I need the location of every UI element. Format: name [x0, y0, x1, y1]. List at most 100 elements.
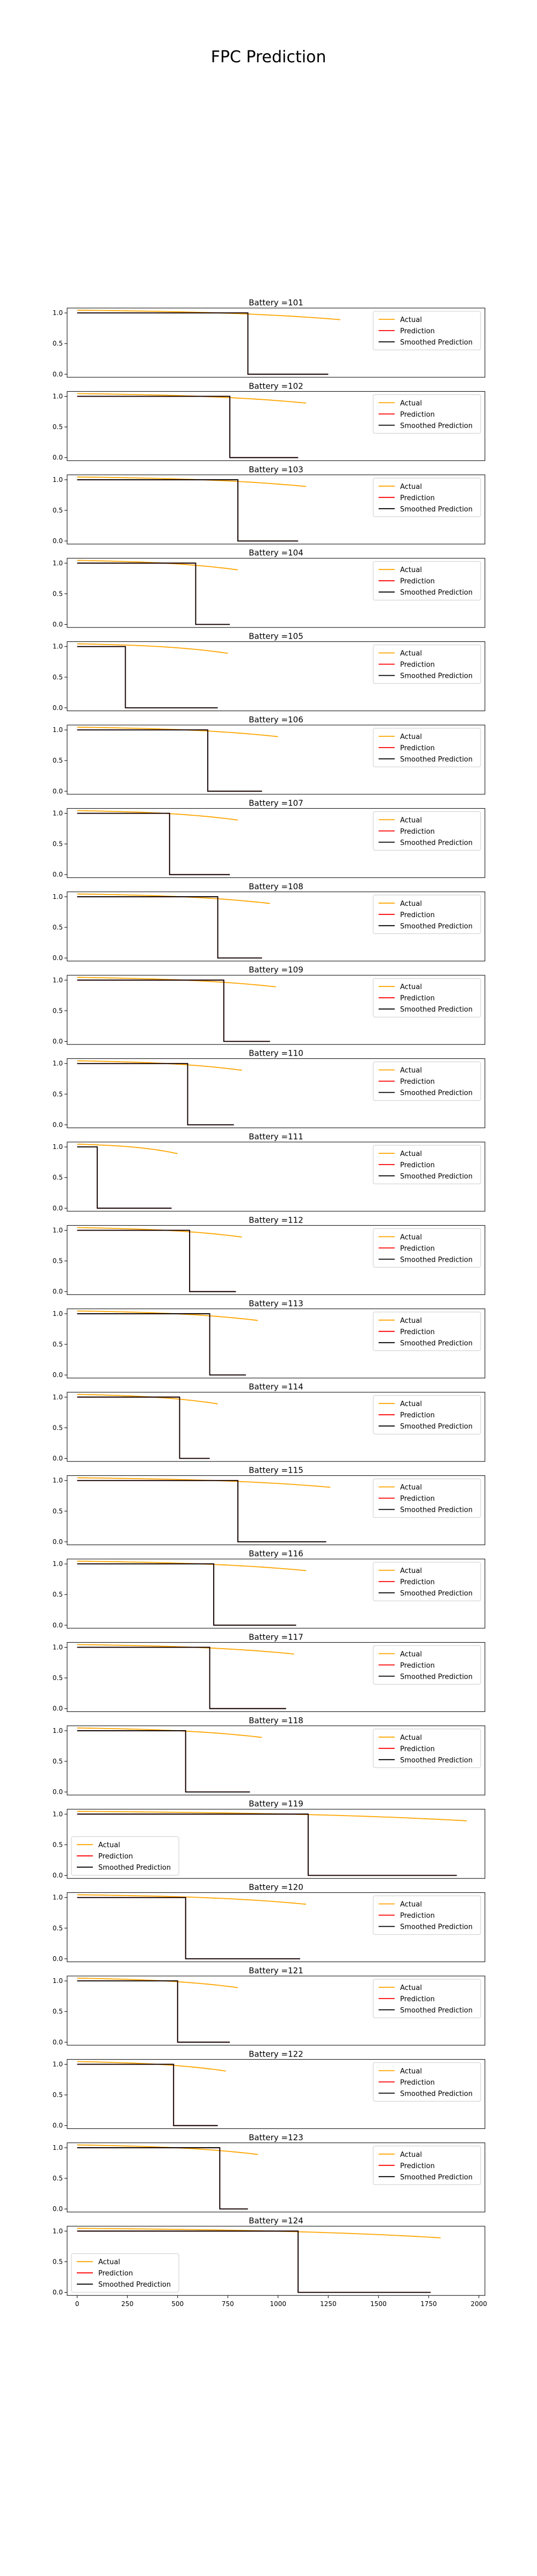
- y-tick-label: 0.5: [53, 1424, 63, 1431]
- smoothed-prediction-line: [77, 1980, 230, 2043]
- legend-label: Actual: [400, 1567, 422, 1575]
- smoothed-prediction-line: [77, 396, 299, 458]
- y-tick-label: 0.5: [53, 2008, 63, 2015]
- y-tick-label: 0.0: [53, 1371, 63, 1379]
- prediction-line: [77, 1146, 172, 1209]
- y-tick-label: 0.0: [53, 2288, 63, 2296]
- x-tick-label: 500: [171, 2300, 184, 2308]
- actual-line: [77, 1394, 218, 1404]
- y-tick-label: 0.5: [53, 1007, 63, 1014]
- battery-panels: Battery =101 0.0 0.5 1.0 Actual Prediction Smo…: [53, 298, 487, 2308]
- prediction-line: [77, 479, 299, 541]
- smoothed-prediction-line: [77, 2147, 248, 2209]
- prediction-line: [77, 1230, 236, 1292]
- legend-box: [373, 1729, 481, 1768]
- smoothed-prediction-line: [77, 2230, 431, 2293]
- y-tick-label: 1.0: [53, 1644, 63, 1651]
- y-tick-label: 1.0: [53, 2227, 63, 2235]
- actual-line: [77, 393, 307, 404]
- actual-line: [77, 560, 238, 570]
- legend-label: Smoothed Prediction: [400, 1256, 473, 1264]
- legend: Actual Prediction Smoothed Prediction: [373, 811, 481, 851]
- panel-title: Battery =102: [249, 381, 303, 391]
- panel-frame: [67, 1642, 485, 1712]
- legend-box: [373, 645, 481, 684]
- legend-label: Prediction: [400, 1245, 435, 1253]
- smoothed-prediction-line: [77, 979, 270, 1042]
- legend-box: [373, 1145, 481, 1184]
- legend-box: [373, 1896, 481, 1935]
- panel-frame: [67, 2226, 485, 2296]
- legend-label: Actual: [400, 1734, 422, 1742]
- legend-label: Smoothed Prediction: [400, 589, 473, 597]
- x-tick-label: 750: [222, 2300, 234, 2308]
- panel-title: Battery =120: [249, 1883, 303, 1892]
- y-tick-label: 0.0: [53, 1288, 63, 1296]
- smoothed-prediction-line: [77, 1396, 210, 1459]
- panel-frame: [67, 391, 485, 461]
- battery-panel: Battery =106 0.0 0.5 1.0 Actual Prediction Smo…: [53, 715, 485, 795]
- legend-label: Prediction: [400, 744, 435, 752]
- legend-label: Actual: [400, 1150, 422, 1158]
- battery-panel: Battery =111 0.0 0.5 1.0 Actual Prediction Smo…: [53, 1132, 485, 1212]
- legend-label: Actual: [400, 816, 422, 824]
- legend-box: [373, 978, 481, 1018]
- legend: Actual Prediction Smoothed Prediction: [373, 1979, 481, 2018]
- actual-line: [77, 2061, 226, 2072]
- x-tick-label: 0: [75, 2300, 79, 2308]
- y-tick-label: 1.0: [53, 1143, 63, 1151]
- y-tick-label: 0.0: [53, 1538, 63, 1546]
- battery-panel: Battery =123 0.0 0.5 1.0 Actual Prediction Smo…: [53, 2133, 485, 2213]
- y-tick-label: 0.0: [53, 2205, 63, 2213]
- legend-box: [373, 1312, 481, 1351]
- legend-box: [373, 311, 481, 350]
- y-tick-label: 0.5: [53, 2258, 63, 2265]
- panel-title: Battery =107: [249, 798, 303, 808]
- legend-label: Prediction: [400, 411, 435, 419]
- panel-frame: [67, 891, 485, 962]
- battery-panel: Battery =122 0.0 0.5 1.0 Actual Prediction Smo…: [53, 2049, 485, 2129]
- battery-panel: Battery =101 0.0 0.5 1.0 Actual Prediction Smo…: [53, 298, 485, 378]
- smoothed-prediction-line: [77, 1480, 326, 1542]
- prediction-line: [77, 1313, 246, 1375]
- actual-line: [77, 1644, 294, 1655]
- smoothed-prediction-line: [77, 646, 218, 708]
- legend: Actual Prediction Smoothed Prediction: [373, 1562, 481, 1601]
- legend-label: Smoothed Prediction: [400, 923, 473, 931]
- y-tick-label: 0.5: [53, 2091, 63, 2099]
- prediction-line: [77, 1730, 250, 1792]
- panel-frame: [67, 1725, 485, 1796]
- panel-frame: [67, 1892, 485, 1963]
- battery-panel: Battery =118 0.0 0.5 1.0 Actual Prediction Smo…: [53, 1716, 485, 1796]
- figure-title: FPC Prediction: [211, 48, 326, 67]
- x-tick-label: 1750: [420, 2300, 437, 2308]
- legend-label: Prediction: [400, 1161, 435, 1169]
- actual-line: [77, 1227, 242, 1238]
- actual-line: [77, 476, 307, 487]
- panel-frame: [67, 808, 485, 878]
- panel-title: Battery =101: [249, 298, 303, 308]
- prediction-line: [77, 646, 218, 708]
- actual-line: [77, 1561, 307, 1571]
- legend-label: Actual: [400, 1484, 422, 1492]
- legend-label: Actual: [400, 2151, 422, 2159]
- panel-frame: [67, 975, 485, 1045]
- legend-box: [373, 811, 481, 851]
- legend: Actual Prediction Smoothed Prediction: [373, 1645, 481, 1685]
- smoothed-prediction-line: [77, 562, 230, 625]
- y-tick-label: 1.0: [53, 476, 63, 484]
- legend-label: Smoothed Prediction: [400, 672, 473, 680]
- legend-label: Smoothed Prediction: [98, 2281, 171, 2289]
- y-tick-label: 1.0: [53, 393, 63, 400]
- legend: Actual Prediction Smoothed Prediction: [373, 895, 481, 934]
- actual-line: [77, 310, 340, 320]
- prediction-line: [77, 1563, 296, 1626]
- y-tick-label: 0.5: [53, 590, 63, 597]
- y-tick-label: 1.0: [53, 976, 63, 984]
- legend-label: Smoothed Prediction: [400, 339, 473, 347]
- y-tick-label: 0.0: [53, 1705, 63, 1713]
- panel-title: Battery =109: [249, 965, 303, 975]
- legend-label: Actual: [400, 650, 422, 658]
- panel-title: Battery =116: [249, 1549, 303, 1558]
- battery-panel: Battery =105 0.0 0.5 1.0 Actual Prediction Smo…: [53, 632, 485, 712]
